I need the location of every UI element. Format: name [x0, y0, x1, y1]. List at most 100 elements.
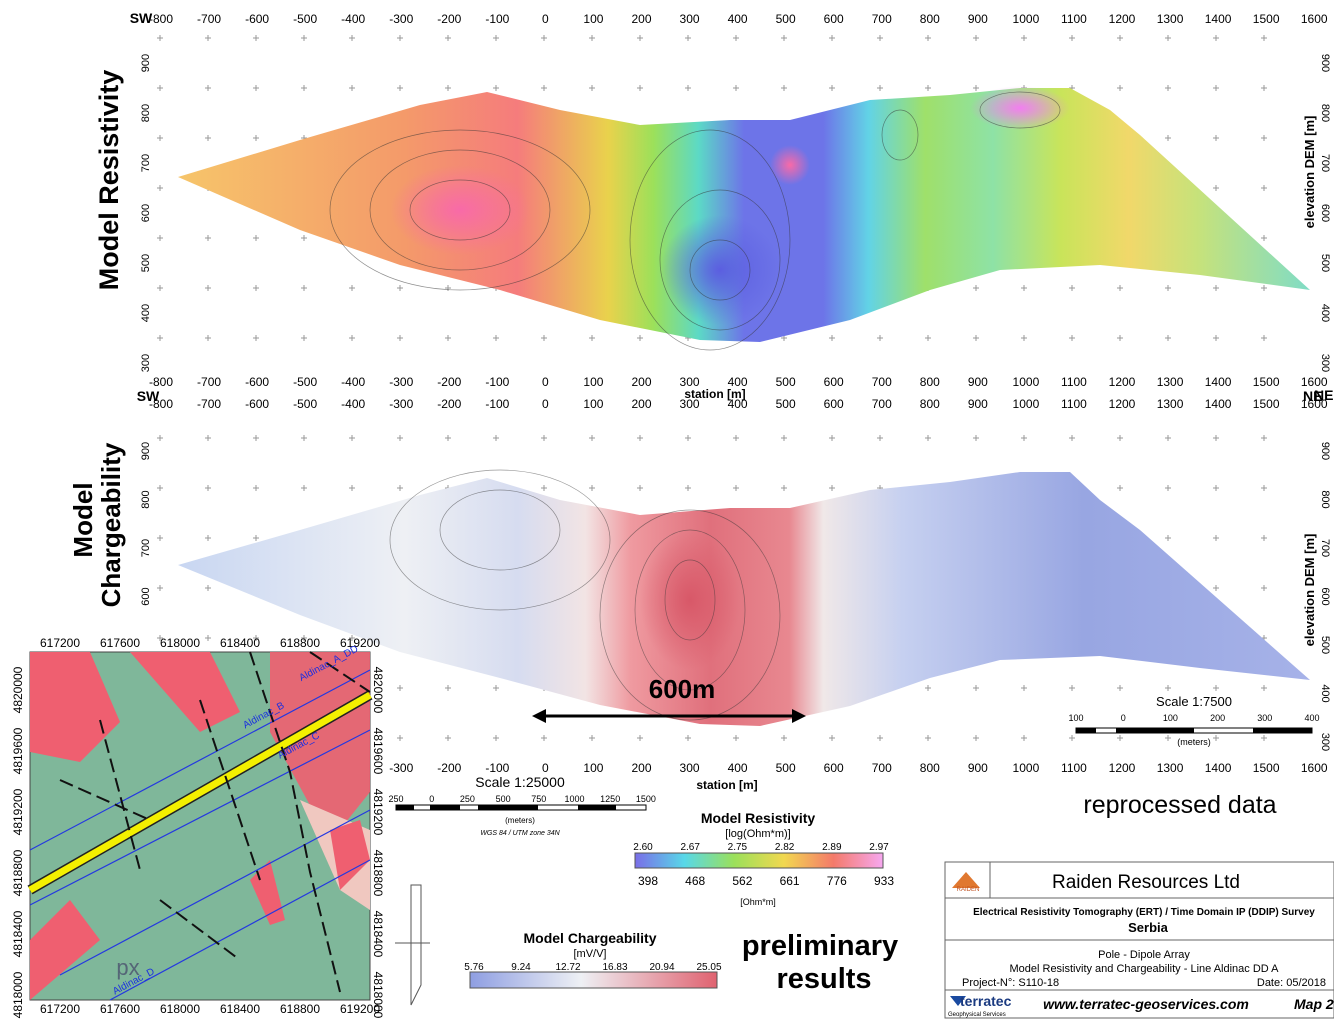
map-x-tick: 618000 — [160, 1002, 200, 1016]
scale-tick: 1500 — [636, 794, 656, 804]
x-tick-label: -500 — [293, 397, 317, 411]
map-y-tick: 4819600 — [371, 728, 385, 775]
x-tick-label: -300 — [389, 397, 413, 411]
legend-tick: 16.83 — [602, 962, 627, 973]
x-tick-label: 800 — [920, 397, 940, 411]
x-tick-label: -100 — [485, 397, 509, 411]
x-tick-label: 200 — [631, 397, 651, 411]
x-tick-label: 0 — [542, 761, 549, 775]
x-tick-label: 1100 — [1061, 12, 1087, 26]
legend-tick: 20.94 — [649, 962, 674, 973]
y-tick-label: 900 — [140, 54, 152, 72]
project-number: Project-N°: S110-18 — [962, 977, 1059, 989]
x-tick-label: 400 — [728, 12, 748, 26]
x-tick-label: -500 — [293, 375, 317, 389]
legend-tick: 2.82 — [775, 842, 795, 853]
legend-unit: [mV/V] — [573, 948, 606, 960]
x-tick-label: 900 — [968, 761, 988, 775]
scale-tick: 0 — [1121, 713, 1126, 723]
x-tick-label: 600 — [824, 397, 844, 411]
x-tick-label: 1500 — [1253, 375, 1280, 389]
map-y-tick: 4819600 — [11, 727, 25, 774]
x-tick-label: -300 — [389, 761, 413, 775]
x-tick-label: 400 — [728, 397, 748, 411]
x-tick-label: -200 — [437, 12, 461, 26]
contractor-sub: Geophysical Services — [948, 1012, 1006, 1018]
logo-text: RAIDEN — [957, 887, 980, 893]
y-tick-label: 300 — [1319, 733, 1331, 751]
x-tick-label: 1000 — [1013, 375, 1040, 389]
x-tick-label: 200 — [631, 375, 651, 389]
y-tick-label: 400 — [1319, 304, 1331, 322]
x-tick-label: -400 — [341, 397, 365, 411]
x-tick-label: 500 — [776, 397, 796, 411]
x-tick-label: 500 — [776, 375, 796, 389]
y-tick-label: 500 — [140, 254, 152, 272]
contractor-name: terratec — [960, 993, 1012, 1009]
x-tick-label: -600 — [245, 397, 269, 411]
scale-projection: WGS 84 / UTM zone 34N — [480, 830, 560, 837]
y-tick-label: 800 — [1319, 490, 1331, 508]
map-x-tick: 618800 — [280, 636, 320, 650]
x-tick-label: 1500 — [1253, 397, 1280, 411]
x-tick-label: 100 — [583, 375, 603, 389]
north-arrow — [395, 884, 430, 1006]
x-tick-label: -700 — [197, 12, 221, 26]
legend-tick: 12.72 — [555, 962, 580, 973]
scale-unit: (meters) — [1177, 737, 1211, 747]
y-tick-label: 700 — [1319, 539, 1331, 557]
map-y-tick: 4818000 — [371, 972, 385, 1019]
x-tick-label: 1100 — [1061, 375, 1087, 389]
y-tick-label: 500 — [1319, 254, 1331, 272]
legend-tick: 2.67 — [680, 842, 700, 853]
x-tick-label: -700 — [197, 375, 221, 389]
x-tick-label: -400 — [341, 12, 365, 26]
inset-map — [27, 651, 373, 1001]
scale-tick: 300 — [1257, 713, 1272, 723]
y-tick-label: 600 — [140, 204, 152, 222]
x-tick-label: 300 — [680, 375, 700, 389]
map-number: Map 2 — [1294, 996, 1334, 1012]
panel-title: Model — [68, 482, 98, 557]
map-y-tick: 4818800 — [371, 850, 385, 897]
scale-tick: 1000 — [564, 794, 584, 804]
panel-title: Model Resistivity — [94, 70, 124, 291]
x-tick-label: 700 — [872, 375, 892, 389]
resistivity-section — [178, 86, 1310, 351]
x-tick-label: -100 — [485, 12, 509, 26]
x-tick-label: -800 — [149, 12, 173, 26]
x-tick-label: 900 — [968, 12, 988, 26]
x-tick-label: 1000 — [1013, 397, 1040, 411]
survey-country: Serbia — [1128, 920, 1169, 935]
map-y-tick: 4818000 — [11, 971, 25, 1018]
y-tick-label: 900 — [140, 442, 152, 460]
x-tick-label: 800 — [920, 761, 940, 775]
x-tick-label: 1400 — [1205, 397, 1232, 411]
scale-tick: 100 — [1163, 713, 1178, 723]
x-tick-label: 100 — [583, 397, 603, 411]
x-tick-label: -300 — [389, 375, 413, 389]
scale-tick: 0 — [429, 794, 434, 804]
x-tick-label: -800 — [149, 397, 173, 411]
company-name: Raiden Resources Ltd — [1052, 872, 1240, 893]
legend-tick: 776 — [827, 874, 847, 888]
x-tick-label: 0 — [542, 12, 549, 26]
x-tick-label: 1500 — [1253, 12, 1280, 26]
scale-title: Scale 1:25000 — [475, 774, 565, 790]
status-label: reprocessed data — [1083, 791, 1276, 819]
y-tick-label: 800 — [140, 104, 152, 122]
legend-tick: 2.89 — [822, 842, 842, 853]
section-scale-bar — [1075, 727, 1313, 734]
status-label: results — [776, 963, 871, 995]
x-tick-label: 1400 — [1205, 375, 1232, 389]
x-tick-label: 1000 — [1013, 12, 1040, 26]
y-tick-label: 500 — [1319, 636, 1331, 654]
map-x-tick: 617600 — [100, 636, 140, 650]
x-tick-label: 500 — [776, 12, 796, 26]
subject: Model Resistivity and Chargeability - Li… — [1009, 963, 1279, 975]
legend-tick: 661 — [780, 874, 800, 888]
x-tick-label: -100 — [485, 375, 509, 389]
panel-title: Chargeability — [96, 442, 126, 607]
map-y-tick: 4819200 — [11, 788, 25, 835]
map-y-tick: 4820000 — [371, 667, 385, 714]
